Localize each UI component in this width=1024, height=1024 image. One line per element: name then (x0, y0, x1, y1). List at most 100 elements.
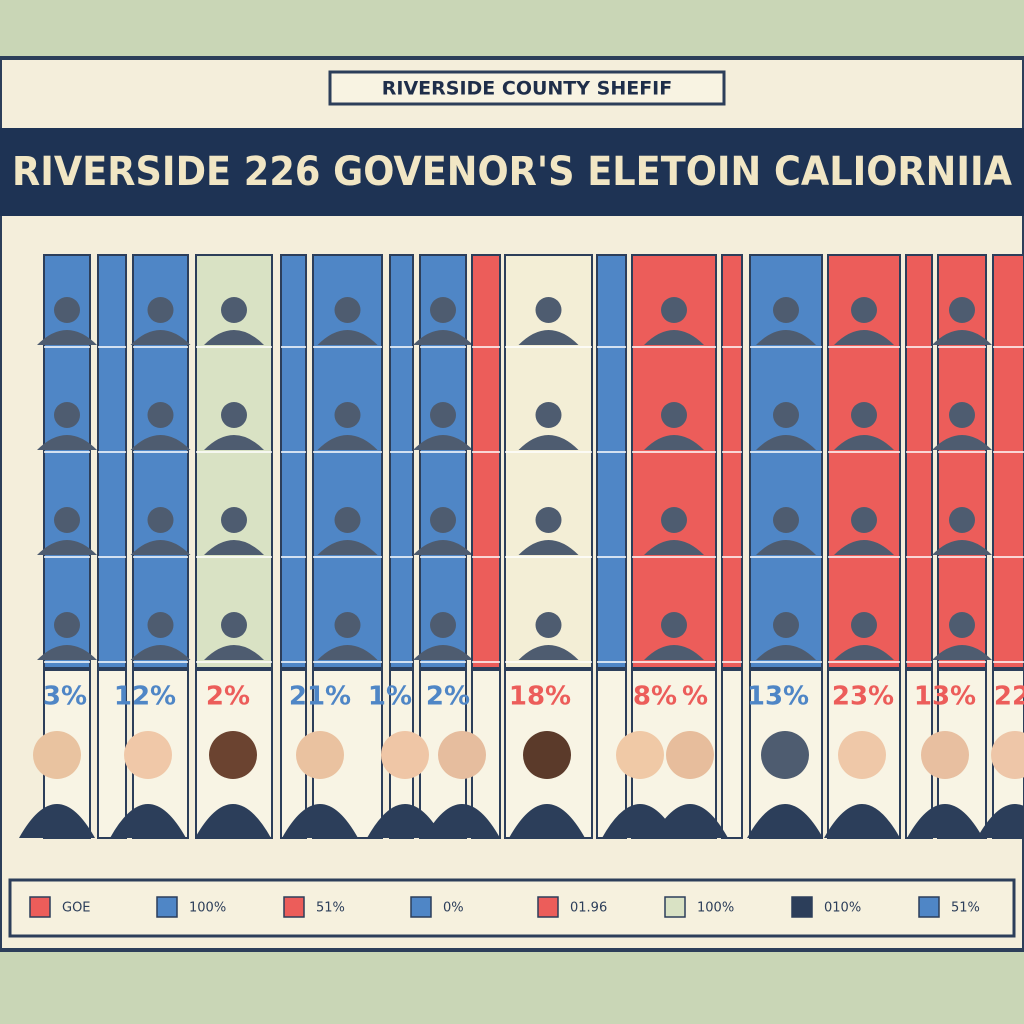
percent-label: 22 (994, 682, 1024, 712)
column (195, 254, 273, 669)
silhouette-head (334, 612, 361, 638)
silhouette-head (949, 297, 975, 323)
portrait-suit (824, 804, 900, 838)
legend-swatch (664, 896, 686, 918)
silhouette-body (130, 540, 191, 555)
percent-label: 2% (206, 682, 250, 712)
portrait-suit (652, 804, 728, 838)
legend-swatch (156, 896, 178, 918)
silhouette-head (661, 402, 687, 428)
silhouette-body (518, 435, 579, 450)
silhouette-head (430, 612, 456, 638)
silhouette-head (334, 297, 361, 323)
column (937, 254, 987, 669)
silhouette-body (932, 330, 992, 345)
silhouette-head (949, 402, 975, 428)
silhouette-head (54, 402, 80, 428)
silhouette-body (37, 435, 97, 450)
column (471, 254, 501, 669)
column (721, 254, 743, 669)
silhouette-body (644, 330, 704, 345)
silhouette-head (773, 507, 799, 533)
portrait-face (616, 731, 664, 779)
silhouette-body (204, 540, 264, 555)
column (419, 254, 467, 669)
legend-label: 010% (824, 901, 861, 916)
portrait-suit (282, 804, 358, 838)
silhouette-body (204, 645, 264, 660)
silhouette-head (147, 297, 174, 323)
silhouette-body (834, 330, 894, 345)
portrait-face (838, 731, 886, 779)
portrait-face (124, 731, 172, 779)
silhouette-head (661, 297, 687, 323)
silhouette-body (130, 645, 191, 660)
silhouette-head (949, 612, 975, 638)
column (905, 254, 933, 669)
portrait-face (523, 731, 571, 779)
legend-label: 51% (951, 901, 980, 916)
silhouette-head (430, 507, 456, 533)
percent-label: 23% (832, 682, 894, 712)
silhouette-body (644, 645, 704, 660)
portrait-face (296, 731, 344, 779)
silhouette-body (130, 330, 191, 345)
silhouette-head (221, 612, 247, 638)
column (43, 254, 91, 669)
portrait-face (33, 731, 81, 779)
silhouette-head (661, 612, 687, 638)
silhouette-head (949, 507, 975, 533)
silhouette-body (756, 330, 816, 345)
percent-label: 13% (747, 682, 809, 712)
silhouette-body (518, 330, 579, 345)
silhouette-head (535, 297, 562, 323)
silhouette-head (221, 507, 247, 533)
percent-label: 13% (914, 682, 976, 712)
silhouette-head (147, 402, 174, 428)
portrait-face (438, 731, 486, 779)
percent-label: 18% (509, 682, 571, 712)
silhouette-body (932, 540, 992, 555)
silhouette-head (147, 612, 174, 638)
silhouette-body (413, 540, 473, 555)
percent-label: 21% (289, 682, 351, 712)
column (631, 254, 717, 669)
percent-label: 3% (43, 682, 87, 712)
silhouette-body (130, 435, 191, 450)
silhouette-body (204, 435, 264, 450)
silhouette-body (644, 435, 704, 450)
silhouette-body (644, 540, 704, 555)
silhouette-head (851, 612, 877, 638)
silhouette-head (334, 507, 361, 533)
portrait-suit (977, 804, 1024, 838)
silhouette-body (518, 540, 579, 555)
silhouette-head (221, 402, 247, 428)
portrait-face (991, 731, 1024, 779)
silhouette-body (932, 645, 992, 660)
silhouette-head (430, 297, 456, 323)
silhouette-body (317, 540, 378, 555)
silhouette-body (518, 645, 579, 660)
portrait-suit (907, 804, 983, 838)
portrait-suit (195, 804, 271, 838)
silhouette-body (37, 645, 97, 660)
silhouette-head (535, 507, 562, 533)
silhouette-head (661, 507, 687, 533)
silhouette-head (773, 297, 799, 323)
legend-label: GOE (62, 901, 91, 916)
portrait-suit (747, 804, 823, 838)
silhouette-head (851, 507, 877, 533)
column (504, 254, 593, 669)
percent-label: 1% (368, 682, 412, 712)
portrait-cell (721, 669, 743, 839)
silhouette-head (773, 612, 799, 638)
portrait-suit (19, 804, 95, 838)
silhouette-body (413, 435, 473, 450)
portrait-face (921, 731, 969, 779)
legend-swatch (791, 896, 813, 918)
column (992, 254, 1024, 669)
legend-label: 0% (443, 901, 464, 916)
silhouette-head (334, 402, 361, 428)
silhouette-body (834, 435, 894, 450)
